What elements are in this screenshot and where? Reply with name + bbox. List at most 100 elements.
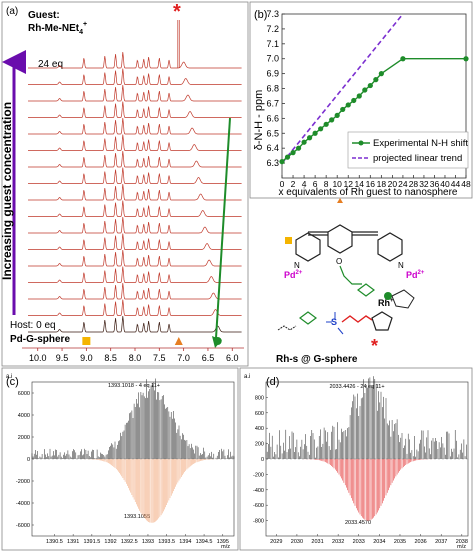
panel-b-xtick-label: 32 [419,179,429,189]
linker-chain [339,265,362,285]
structure-square-marker [285,237,292,244]
ms-xtick-label: 1392.5 [121,539,138,545]
ms-ytick-label: 600 [255,411,264,417]
nmr-spectrum-trace [28,200,242,217]
panel-b-ytick-label: 6.7 [266,98,279,108]
ms-ytick-label: 200 [255,442,264,448]
panel-b-ytick-label: 7.3 [266,9,279,19]
panel-b-xtick-label: 16 [366,179,376,189]
ms-xtick-label: 2032 [332,539,344,545]
panel-a-frame [1,1,249,367]
panel-a-xtick-label: 10.0 [29,353,47,363]
experimental-point [290,150,296,156]
structure-circle-marker [384,292,392,300]
guest-name: Rh-Me-NEt4+ [28,21,87,36]
ms-ytick-label: 6000 [18,391,30,397]
pyridine-n-right: N [398,261,404,270]
legend-label-experimental: Experimental N-H shift [373,138,468,149]
ms-xtick-label: 1394.5 [196,539,213,545]
ms-ytick-label: 4000 [18,413,30,419]
pyridine-n-left: N [294,261,300,270]
experimental-point [307,135,313,141]
panel-b-xtick-label: 2 [291,179,296,189]
host-label: Host: 0 eq [10,320,56,331]
experimental-point [378,71,384,77]
circle-marker [213,337,222,345]
ether-o: O [336,257,342,266]
panel-c-label: (c) [6,376,19,388]
ms-xtick-label: 1395 [217,539,229,545]
ms-xtick-label: 1392 [104,539,116,545]
panel-b-xlabel: x equivalents of Rh guest to nanosphere [278,187,457,198]
ms-xtick-label: 1391.5 [83,539,100,545]
panel-b-xtick-label: 48 [461,179,471,189]
panel-d: (d) a.i 2033.4426 - 24 eq 11+ 2033.4570 … [239,367,473,551]
panel-a-xtick-label: 6.0 [226,353,239,363]
panel-c: (c) a.i 1393.1018 - 4 eq 11+ 1393.1055 m… [1,367,239,551]
ms-xtick-label: 1390.5 [46,539,63,545]
experimental-point [329,117,335,123]
panel-b-xtick-label: 40 [440,179,450,189]
experimental-point [279,159,285,165]
panel-b-xtick-label: 36 [430,179,440,189]
panel-b-xtick-label: 18 [377,179,387,189]
ms-ytick-label: -200 [253,472,264,478]
panel-b-frame [249,1,473,199]
ms-xtick-label: 2033 [353,539,365,545]
ms-xtick-label: 2038 [456,539,468,545]
panel-a-xtick-label: 8.5 [104,353,117,363]
panel-b-xtick-label: 14 [355,179,365,189]
panel-b-xtick-label: 4 [302,179,307,189]
panel-b-ytick-label: 7.1 [266,39,279,49]
panel-c-xlabel: m/z [221,544,230,550]
ms-experimental-trace [31,378,235,459]
sulfonate-s: S [331,317,337,327]
ms-xtick-label: 2037 [435,539,447,545]
nmr-spectrum-trace [28,51,242,69]
experimental-point [318,126,324,132]
panel-b-xtick-label: 44 [451,179,461,189]
nmr-spectrum-trace [28,282,242,300]
ms-ytick-label: 0 [27,457,30,463]
panel-b-xtick-label: 24 [398,179,408,189]
panel-a: (a) Guest: Rh-Me-NEt4+ 24 eq Host: 0 eq … [0,1,249,367]
panel-b-xtick-label: 8 [324,179,329,189]
panel-d-plot: 800 600 400 200 0 -200 -400 -600 -800 2029 2030 203… [253,376,469,545]
peak-markers [82,337,222,345]
panel-d-top-annotation: 2033.4426 - 24 eq 11+ [329,384,384,390]
experimental-point [295,145,302,151]
experimental-point [400,56,406,62]
ms-simulated-trace [82,459,222,523]
nmr-spectrum-trace [28,101,242,118]
legend-label-projected: projected linear trend [373,153,462,164]
panel-b-xtick-label: 28 [409,179,419,189]
panel-a-xticks: 10.0 9.5 9.0 8.5 8.0 7.5 7.0 6.5 6.0 [29,348,239,363]
ms-simulated-trace [302,459,434,521]
guest-label: Guest: [28,10,60,21]
nmr-spectrum-trace [28,68,242,85]
panel-c-plot: 6000 4000 2000 0 -2000 -4000 -6000 1390.5 1391 13… [16,378,235,545]
rh-linker [341,315,373,323]
eq-label-top: 24 eq [38,59,63,70]
ms-xtick-label: 2035 [394,539,406,545]
nmr-spectrum-trace [28,150,242,168]
panel-b-ytick-label: 6.4 [266,143,279,153]
panel-b-xtick-label: 12 [344,179,354,189]
pyridine-left [295,232,321,262]
panel-b-ylabel: δ-N-H - ppm [253,90,265,151]
panel-a-xtick-label: 6.5 [202,353,215,363]
experimental-point [345,102,351,108]
nmr-spectrum-trace [28,167,242,184]
panel-b: (b) δ-N-H - ppm x equivalents of Rh gues… [249,1,473,199]
panel-a-xtick-label: 8.0 [129,353,142,363]
panel-d-xlabel: m/z [457,544,466,550]
panel-b-ytick-label: 6.8 [266,84,279,94]
ms-ytick-label: -600 [253,503,264,509]
pyridine-right [377,232,403,262]
panel-b-ytick-label: 7.2 [266,24,279,34]
guanidinium-left [299,311,317,325]
panel-b-xtick-label: 6 [313,179,318,189]
panel-a-xtick-label: 7.5 [153,353,166,363]
